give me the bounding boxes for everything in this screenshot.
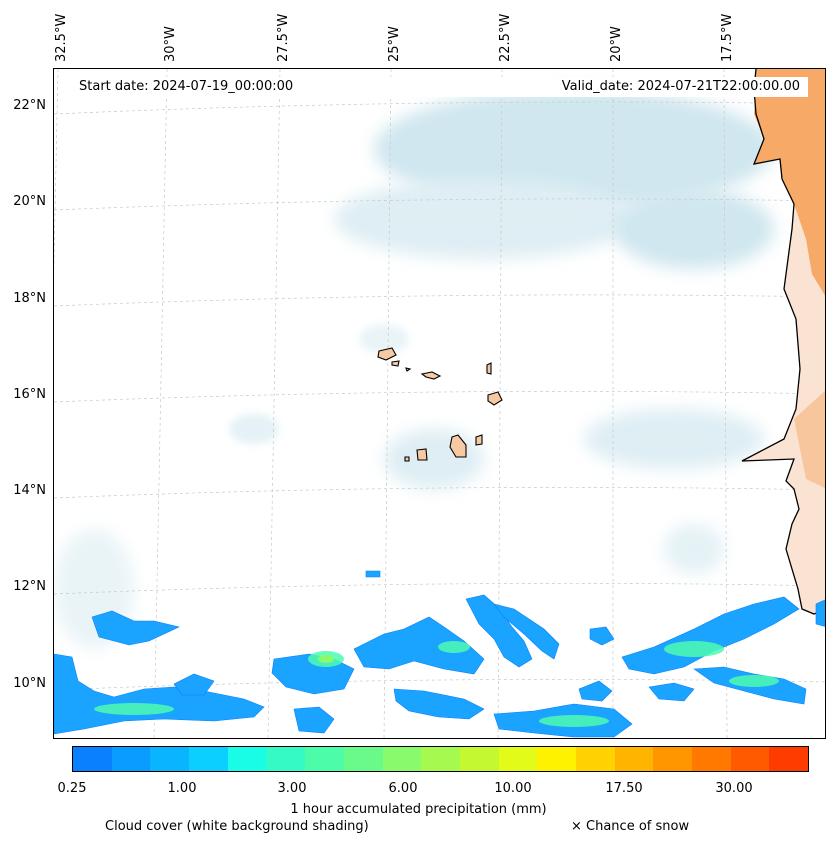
- island-sao-vicente: [391, 360, 400, 367]
- island-brava: [404, 456, 410, 462]
- lon-label-17-5w: 17.5°W: [720, 13, 735, 62]
- colorbar-segment: [614, 747, 654, 771]
- lon-label-27-5w: 27.5°W: [276, 13, 291, 62]
- precip-cell: [353, 616, 485, 675]
- colorbar-segment: [150, 747, 190, 771]
- cloud-patch: [334, 179, 634, 259]
- precip-cell: [578, 680, 613, 702]
- island-sao-nicolau: [420, 371, 442, 380]
- colorbar-segment: [459, 747, 499, 771]
- colorbar-segment: [343, 747, 383, 771]
- lat-label-20n: 20°N: [13, 194, 46, 209]
- lon-label-30w: 30°W: [163, 26, 178, 62]
- cloud-cover-legend: Cloud cover (white background shading): [105, 819, 369, 834]
- colorbar-segment: [73, 747, 112, 771]
- colorbar-tick-10-00: 10.00: [494, 781, 532, 796]
- cloud-patch: [384, 429, 484, 489]
- date-info-bar: Start date: 2024-07-19_00:00:00 Valid_da…: [73, 77, 808, 97]
- island-maio: [475, 434, 483, 446]
- colorbar-segment: [575, 747, 615, 771]
- africa-land: [741, 69, 825, 615]
- colorbar-segment: [227, 747, 267, 771]
- precip-cell: [648, 682, 695, 702]
- colorbar-segment: [498, 747, 538, 771]
- island-boa-vista: [487, 391, 503, 406]
- cape-verde-islands: [377, 347, 503, 462]
- colorbar-segment: [730, 747, 770, 771]
- cloud-patch: [614, 189, 774, 269]
- precipitation-layer: [54, 570, 825, 738]
- colorbar-tick-3-00: 3.00: [277, 781, 307, 796]
- precip-cell: [91, 610, 180, 646]
- island-santa-luzia: [405, 367, 412, 372]
- valid-date-label: Valid_date: 2024-07-21T22:00:00.00: [561, 79, 800, 94]
- precip-cell: [365, 570, 381, 578]
- lat-label-18n: 18°N: [13, 291, 46, 306]
- snow-legend: × Chance of snow: [571, 819, 690, 834]
- island-santo-antao: [377, 347, 397, 361]
- colorbar-segment: [537, 747, 576, 771]
- colorbar-tick-0-25: 0.25: [57, 781, 87, 796]
- cloud-patch: [374, 89, 774, 209]
- cloud-patch: [584, 409, 764, 469]
- island-santiago: [449, 434, 467, 458]
- precipitation-colorbar: [72, 746, 809, 772]
- lat-label-14n: 14°N: [13, 483, 46, 498]
- colorbar-tick-30-00: 30.00: [715, 781, 753, 796]
- lat-label-22n: 22°N: [13, 98, 46, 113]
- colorbar-segment: [421, 747, 460, 771]
- map-svg: [54, 69, 825, 738]
- colorbar-segment: [692, 747, 731, 771]
- precip-cell: [54, 653, 265, 735]
- lon-label-20w: 20°W: [609, 26, 624, 62]
- precip-cell: [589, 626, 615, 646]
- precip-cell: [393, 688, 485, 720]
- precip-cell: [493, 603, 560, 660]
- island-fogo: [416, 448, 428, 461]
- colorbar-tick-1-00: 1.00: [167, 781, 197, 796]
- lon-label-25w: 25°W: [387, 26, 402, 62]
- colorbar-segment: [111, 747, 151, 771]
- island-sal: [486, 362, 492, 375]
- colorbar-tick-6-00: 6.00: [388, 781, 418, 796]
- cloud-patch: [359, 324, 409, 354]
- lat-label-12n: 12°N: [13, 579, 46, 594]
- start-date-label: Start date: 2024-07-19_00:00:00: [79, 79, 294, 94]
- precip-cell: [815, 599, 825, 627]
- cloud-patch: [229, 414, 279, 444]
- precip-cell: [293, 706, 335, 734]
- colorbar-segment: [305, 747, 344, 771]
- precipitation-moderate: [94, 641, 779, 727]
- colorbar-segment: [769, 747, 809, 771]
- lat-label-10n: 10°N: [13, 676, 46, 691]
- precip-cell: [621, 596, 800, 675]
- map-canvas[interactable]: [53, 68, 826, 739]
- colorbar-segment: [382, 747, 422, 771]
- lon-label-32-5w: 32.5°W: [54, 13, 69, 62]
- lat-label-16n: 16°N: [13, 387, 46, 402]
- colorbar-segment: [653, 747, 692, 771]
- cloud-patch: [664, 524, 724, 574]
- cloud-cover-layer: [54, 89, 774, 649]
- colorbar-segment: [189, 747, 228, 771]
- colorbar-segment: [266, 747, 306, 771]
- colorbar-tick-17-50: 17.50: [605, 781, 643, 796]
- lon-label-22-5w: 22.5°W: [498, 13, 513, 62]
- precip-cell: [173, 673, 215, 696]
- precipitation-heavy: [318, 655, 334, 663]
- colorbar-label: 1 hour accumulated precipitation (mm): [290, 802, 547, 817]
